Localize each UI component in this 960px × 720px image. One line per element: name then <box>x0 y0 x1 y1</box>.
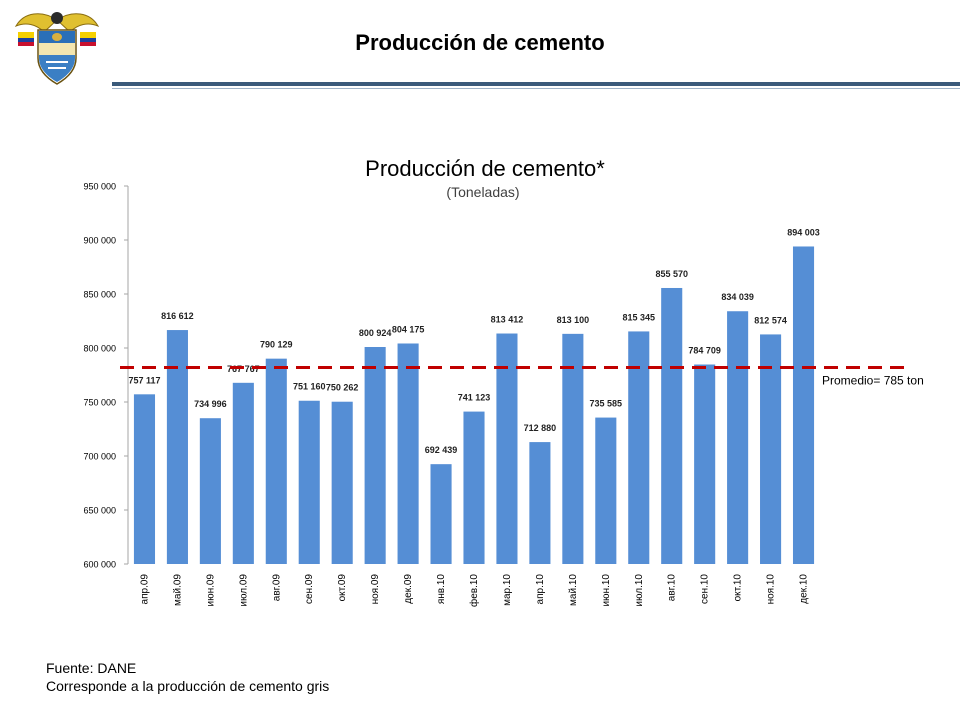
x-tick-label: окт.10 <box>733 574 744 602</box>
bar <box>364 347 386 564</box>
x-tick-label: июл.10 <box>634 574 645 607</box>
data-label: 750 262 <box>326 383 359 393</box>
data-label: 734 996 <box>194 399 227 409</box>
data-label: 813 412 <box>491 315 524 325</box>
data-label: 735 585 <box>590 399 623 409</box>
x-tick-label: сен.09 <box>304 574 315 604</box>
bar <box>628 331 650 564</box>
data-label: 712 880 <box>524 423 557 433</box>
bar <box>595 417 617 564</box>
bar <box>463 411 485 564</box>
bar <box>792 246 815 565</box>
data-label: 815 345 <box>622 312 655 322</box>
x-tick-label: апр.10 <box>535 574 546 605</box>
data-label: 757 117 <box>128 375 160 385</box>
data-label: 790 129 <box>260 340 293 350</box>
data-label: 784 709 <box>688 346 721 356</box>
data-label: 692 439 <box>425 445 458 455</box>
data-label: 855 570 <box>655 269 688 279</box>
x-tick-label: фев.10 <box>468 574 480 607</box>
x-tick-label: ноя.09 <box>370 574 381 605</box>
bar <box>298 400 320 564</box>
y-tick-label: 750 000 <box>83 398 116 408</box>
x-tick-label: июн.09 <box>205 574 216 607</box>
header-divider-thin <box>112 88 960 89</box>
source-note: Fuente: DANE <box>46 660 137 676</box>
bar <box>331 401 353 564</box>
x-tick-label: июл.09 <box>238 574 249 607</box>
x-tick-label: июн.10 <box>601 574 612 607</box>
bar <box>133 394 156 564</box>
y-tick-label: 900 000 <box>83 236 116 246</box>
x-tick-label: май.09 <box>172 574 183 606</box>
bar <box>562 333 584 564</box>
bar <box>760 334 782 564</box>
bar <box>727 311 749 564</box>
y-tick-label: 700 000 <box>83 452 116 462</box>
x-tick-label: дек.09 <box>403 574 414 604</box>
y-tick-label: 650 000 <box>83 506 116 516</box>
bar <box>496 333 518 564</box>
chart-subtitle: (Toneladas) <box>446 184 520 200</box>
coat-of-arms-logo <box>14 12 100 85</box>
y-tick-label: 850 000 <box>83 290 116 300</box>
data-label: 741 123 <box>458 393 491 403</box>
bar <box>166 330 188 564</box>
data-label: 816 612 <box>161 311 194 321</box>
average-label: Promedio= 785 ton <box>822 373 924 387</box>
data-label: 812 574 <box>754 315 787 325</box>
data-label: 813 100 <box>557 315 590 325</box>
data-label: 800 924 <box>359 328 392 338</box>
footnote: Corresponde a la producción de cemento g… <box>46 678 330 694</box>
bar <box>397 343 419 564</box>
bar <box>694 364 716 564</box>
x-tick-label: янв.10 <box>436 574 447 605</box>
x-tick-label: апр.09 <box>139 574 150 605</box>
data-label: 894 003 <box>787 227 820 237</box>
chart-title: Producción de cemento* <box>365 156 605 181</box>
bar <box>529 442 551 564</box>
y-tick-label: 800 000 <box>83 344 116 354</box>
bar <box>661 287 683 564</box>
bar <box>265 358 287 564</box>
page-title: Producción de cemento <box>355 30 605 55</box>
bar <box>199 418 221 564</box>
x-tick-label: дек.10 <box>799 574 810 604</box>
bar <box>430 464 452 564</box>
x-tick-label: сен.10 <box>700 574 711 604</box>
y-tick-label: 600 000 <box>83 560 116 570</box>
x-tick-label: ноя.10 <box>766 574 777 605</box>
x-tick-label: авг.09 <box>271 574 282 602</box>
data-label: 834 039 <box>721 292 754 302</box>
x-tick-label: май.10 <box>568 574 579 606</box>
y-tick-label: 950 000 <box>83 182 116 192</box>
x-tick-label: мар.10 <box>502 574 513 606</box>
header-divider <box>112 82 960 86</box>
x-tick-label: авг.10 <box>667 574 678 602</box>
data-label: 751 160 <box>293 382 326 392</box>
x-tick-label: окт.09 <box>337 574 348 602</box>
bar <box>232 382 254 564</box>
data-label: 804 175 <box>392 324 425 334</box>
